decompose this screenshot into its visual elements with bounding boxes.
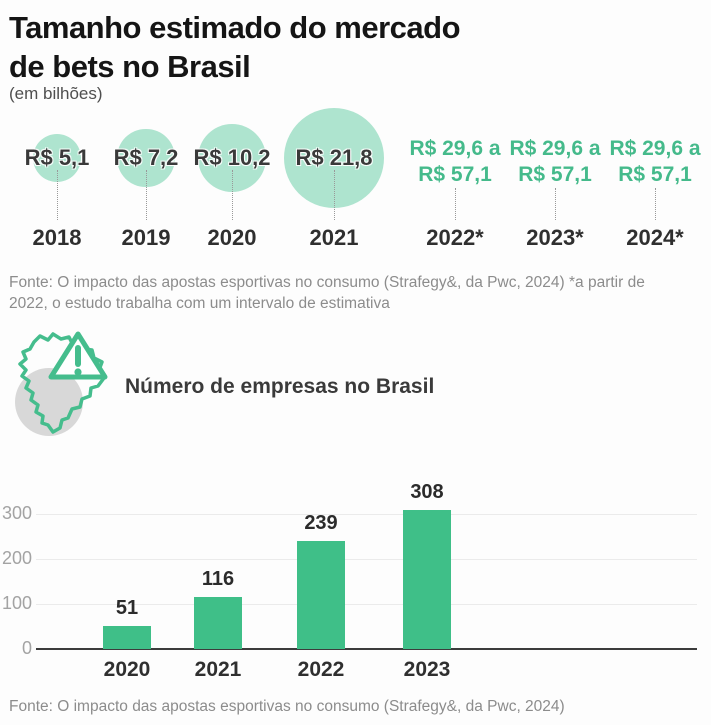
bar-2023: [403, 510, 451, 649]
gridline-100: [36, 604, 697, 605]
bubble-2020: [197, 123, 267, 193]
range-value-2022*: R$ 29,6 a R$ 57,1: [409, 137, 501, 186]
range-connector-2022*: [455, 188, 456, 220]
gridline-300: [36, 514, 697, 515]
brazil-map-warning-icon: [15, 331, 108, 436]
bar-year-2023: 2023: [403, 658, 451, 681]
companies-bar-chart: 0 100 200 300 51 2020 116 2021 239 2022 308 2023: [0, 480, 711, 690]
bubble-year-2024*: 2024*: [626, 225, 684, 250]
y-tick-0: 0: [21, 638, 32, 658]
bar-2021: [194, 596, 242, 649]
range-connector-2023*: [555, 188, 556, 220]
page-title-line1: Tamanho estimado do mercado: [9, 10, 461, 45]
bubble-value-2018: R$ 5,1: [24, 145, 90, 170]
bar-year-2020: 2020: [103, 658, 151, 681]
range-value-2023*: R$ 29,6 a R$ 57,1: [509, 137, 601, 186]
bubble-year-2023*: 2023*: [526, 225, 584, 250]
x-axis-line: [36, 648, 697, 650]
range-value-2024*: R$ 29,6 a R$ 57,1: [609, 137, 701, 186]
page-subtitle: (em bilhões): [9, 84, 103, 103]
bar-value-2022: 239: [304, 512, 338, 535]
bubble-value-2019: R$ 7,2: [113, 145, 179, 170]
y-tick-100: 100: [1, 593, 32, 613]
bar-value-2021: 116: [201, 567, 235, 590]
page-title-line2: de bets no Brasil: [9, 49, 251, 84]
bubble-value-2020: R$ 10,2: [193, 145, 271, 170]
market-size-bubble-chart: R$ 5,1 2018 R$ 7,2 2019 R$ 10,2 2020 R$ 21,8 20…: [0, 100, 711, 255]
bar-2022: [297, 541, 345, 649]
bubble-year-2021: 2021: [309, 225, 359, 250]
y-tick-300: 300: [1, 503, 32, 523]
bubble-year-2018: 2018: [32, 225, 82, 250]
page-title: Tamanho estimado do mercado de bets no B…: [9, 8, 461, 86]
bubble-2019: [117, 129, 175, 187]
bubble-connector-2020: [232, 170, 233, 220]
bubble-chart-source: Fonte: O impacto das apostas esportivas …: [9, 274, 645, 312]
bubble-connector-2018: [57, 170, 58, 220]
bubble-connector-2021: [334, 170, 335, 220]
y-tick-200: 200: [1, 548, 32, 568]
bubble-year-2020: 2020: [207, 225, 257, 250]
gridline-200: [36, 559, 697, 560]
bubble-connector-2019: [146, 170, 147, 220]
bar-chart-source: Fonte: O impacto das apostas esportivas …: [9, 698, 565, 715]
bubble-year-2019: 2019: [121, 225, 171, 250]
bar-2020: [103, 626, 151, 649]
companies-chart-heading: Número de empresas no Brasil: [125, 375, 435, 398]
bar-value-2023: 308: [410, 481, 444, 504]
bubble-value-2021: R$ 21,8: [295, 145, 373, 170]
warning-exclamation-dot: [74, 368, 82, 376]
bar-year-2021: 2021: [194, 658, 242, 681]
range-connector-2024*: [655, 188, 656, 220]
bar-year-2022: 2022: [297, 658, 345, 681]
bubble-2018: [32, 133, 82, 183]
bubble-2021: [284, 108, 384, 208]
bubble-year-2022*: 2022*: [426, 225, 484, 250]
bar-value-2020: 51: [115, 597, 139, 620]
